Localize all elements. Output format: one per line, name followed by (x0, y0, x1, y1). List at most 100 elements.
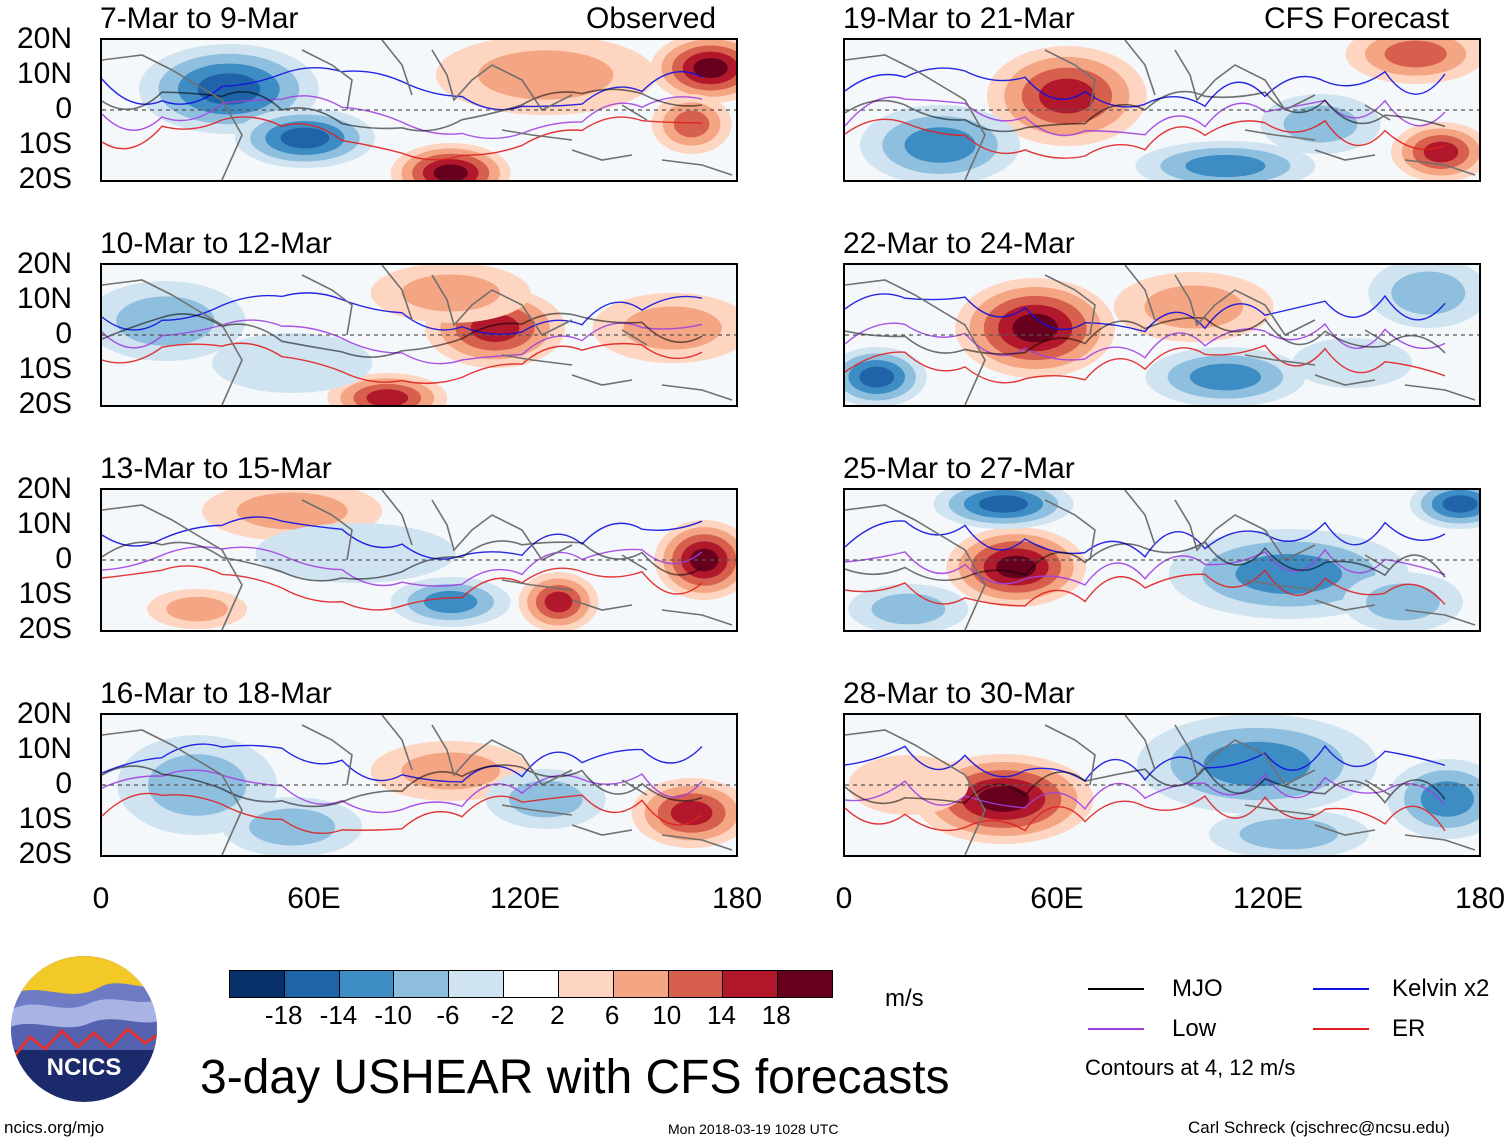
negative-shear-anomaly (1292, 338, 1413, 388)
panel-title: 13-Mar to 15-Mar (100, 452, 332, 485)
contour-line (845, 773, 1446, 810)
contour-line (102, 792, 703, 835)
positive-shear-anomaly (623, 306, 722, 350)
panel-title: 16-Mar to 18-Mar (100, 677, 332, 710)
positive-shear-anomaly (1423, 141, 1459, 163)
colorbar-swatch (339, 971, 395, 997)
contour-line (845, 520, 1446, 558)
colorbar-tick-label: 14 (707, 1000, 736, 1030)
negative-shear-anomaly (1203, 741, 1311, 787)
lat-label: 10N (16, 732, 72, 765)
positive-shear-anomaly (673, 110, 710, 138)
colorbar-tick-label: -14 (319, 1000, 358, 1030)
colorbar-tick-label: 10 (652, 1000, 682, 1030)
panel-title: 25-Mar to 27-Mar (843, 452, 1075, 485)
legend-label-mjo: MJO (1172, 975, 1223, 1002)
footer-credit: Carl Schreck (cjschrec@ncsu.edu) (1188, 1118, 1450, 1137)
contour-line (102, 764, 703, 808)
contour-note: Contours at 4, 12 m/s (1085, 1055, 1296, 1080)
contour-line (845, 548, 1446, 586)
map-panel-7-mar (100, 38, 738, 182)
positive-shear-anomaly (1144, 285, 1243, 329)
positive-shear-anomaly (401, 274, 500, 312)
lat-label: 20S (18, 837, 72, 870)
lat-label: 20N (16, 472, 72, 505)
colorbar-tick-label: -10 (374, 1000, 412, 1030)
lon-label: 120E (489, 882, 561, 915)
negative-shear-anomaly (116, 296, 215, 346)
contour-line (102, 769, 703, 814)
positive-shear-anomaly (433, 164, 468, 180)
colorbar-swatch (284, 971, 340, 997)
legend-line-low (1088, 1028, 1144, 1030)
colorbar-swatch (668, 971, 724, 997)
contour-line (845, 540, 1446, 582)
figure-title: 3-day USHEAR with CFS forecasts (200, 1051, 950, 1104)
positive-shear-anomaly (693, 58, 728, 78)
positive-shear-anomaly (236, 492, 348, 530)
negative-shear-anomaly (1239, 818, 1339, 850)
negative-shear-anomaly (1391, 271, 1466, 315)
footer-url[interactable]: ncics.org/mjo (4, 1118, 105, 1137)
negative-shear-anomaly (1185, 154, 1266, 178)
positive-shear-anomaly (1039, 78, 1095, 114)
negative-shear-anomaly (424, 590, 478, 614)
map-panel-19-mar (843, 38, 1481, 182)
footer-timestamp: Mon 2018-03-19 1028 UTC (668, 1121, 839, 1137)
coastline (102, 715, 733, 855)
map-panel-22-mar (843, 263, 1481, 407)
coastline (845, 265, 1476, 405)
lat-label: 0 (55, 317, 72, 350)
negative-shear-anomaly (859, 366, 895, 388)
map-panel-16-mar (100, 713, 738, 857)
negative-shear-anomaly (1365, 583, 1440, 621)
colorbar-tick-label: -2 (491, 1000, 515, 1030)
contour-line (102, 546, 703, 587)
lat-label: 20S (18, 387, 72, 420)
contour-line (845, 322, 1446, 361)
lat-label: 0 (55, 92, 72, 125)
positive-shear-anomaly (977, 786, 1030, 812)
coastline (845, 715, 1476, 855)
lat-label: 20N (16, 247, 72, 280)
negative-shear-anomaly (1235, 554, 1343, 594)
legend-line-mjo (1088, 988, 1144, 990)
map-panel-25-mar (843, 488, 1481, 632)
lat-label: 10S (18, 577, 72, 610)
contour-line (845, 317, 1446, 355)
lon-label: 180 (1454, 882, 1506, 915)
positive-shear-anomaly (670, 800, 713, 826)
lat-label: 10S (18, 127, 72, 160)
positive-shear-anomaly (366, 389, 409, 405)
contour-line (102, 116, 703, 161)
logo-text: NCICS (47, 1054, 122, 1081)
panel-title: 10-Mar to 12-Mar (100, 227, 332, 260)
panel-title: 19-Mar to 21-Mar (843, 2, 1075, 35)
negative-shear-anomaly (979, 495, 1028, 513)
negative-shear-anomaly (197, 73, 261, 105)
legend-label-kelvin: Kelvin x2 (1392, 975, 1490, 1002)
lat-label: 10S (18, 802, 72, 835)
lat-label: 20N (16, 22, 72, 55)
coastline (845, 490, 1476, 630)
lon-label: 0 (92, 882, 110, 915)
lat-label: 10N (16, 507, 72, 540)
panel-title: 22-Mar to 24-Mar (843, 227, 1075, 260)
colorbar-swatch (613, 971, 669, 997)
coastline (102, 40, 733, 180)
negative-shear-anomaly (255, 523, 456, 583)
negative-shear-anomaly (212, 333, 373, 393)
contour-line (845, 344, 1446, 384)
ncics-logo: NCICS (11, 956, 157, 1102)
legend-label-er: ER (1392, 1015, 1426, 1042)
legend-line-kelvin (1313, 988, 1369, 990)
contour-line (845, 795, 1446, 832)
positive-shear-anomaly (478, 50, 614, 100)
lat-label: 10S (18, 352, 72, 385)
contour-line (845, 766, 1446, 805)
map-panel-10-mar (100, 263, 738, 407)
lon-label: 180 (711, 882, 763, 915)
colorbar-swatch (723, 971, 779, 997)
lon-label: 60E (1030, 882, 1084, 915)
negative-shear-anomaly (249, 808, 336, 846)
